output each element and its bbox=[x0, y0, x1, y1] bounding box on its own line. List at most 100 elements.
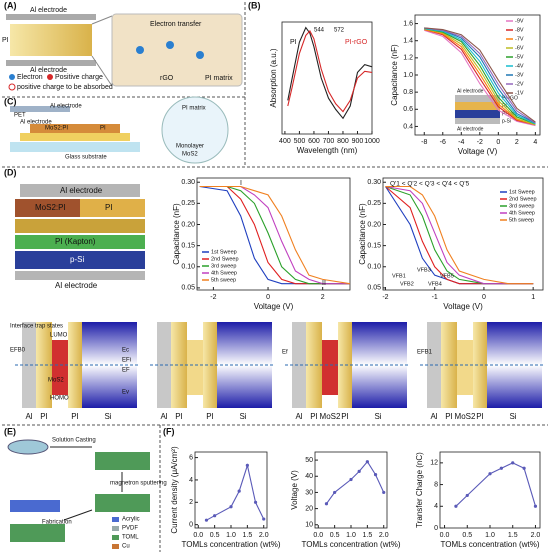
x-tick-label: 700 bbox=[323, 138, 335, 145]
label: Monolayer bbox=[176, 144, 204, 150]
data-point bbox=[465, 493, 469, 498]
label: II bbox=[322, 280, 326, 287]
x-tick-label: 1.5 bbox=[508, 532, 518, 539]
data-point bbox=[499, 466, 503, 470]
label: (C) bbox=[4, 96, 17, 106]
label: MoS2:PI bbox=[35, 203, 66, 212]
label: (E) bbox=[4, 426, 16, 436]
y-tick-label: 20 bbox=[305, 505, 313, 512]
legend-label: 2nd Sweep bbox=[211, 256, 239, 262]
y-tick-label: 12 bbox=[430, 460, 438, 467]
inset-art bbox=[455, 95, 500, 124]
y-axis-label: Absorption (a.u.) bbox=[269, 48, 278, 107]
label: Electron bbox=[17, 74, 43, 81]
x-tick-label: 0.0 bbox=[313, 532, 323, 539]
label: positive charge to be absorbed bbox=[17, 84, 113, 91]
legend-label: 1st Sweep bbox=[509, 189, 535, 195]
label: Q'1 < Q'2 < Q'3 < Q'4 < Q'5 bbox=[390, 181, 470, 188]
data-point bbox=[373, 473, 378, 477]
plot-frame bbox=[281, 21, 373, 135]
label: Glass substrate bbox=[65, 155, 107, 161]
series-line bbox=[424, 28, 536, 126]
y-axis-label: Capacitance (nF) bbox=[172, 203, 181, 265]
y-tick-label: 50 bbox=[305, 457, 313, 464]
label: VFB3 bbox=[417, 267, 431, 273]
legend-label: 2nd Sweep bbox=[509, 196, 537, 202]
y-tick-label: 40 bbox=[305, 473, 313, 480]
label: (B) bbox=[248, 0, 261, 10]
y-tick-label: 0.05 bbox=[181, 285, 195, 292]
pi-region bbox=[306, 322, 322, 408]
label: PI-rGO bbox=[345, 39, 368, 46]
data-point bbox=[237, 489, 241, 493]
x-tick-label: 1000 bbox=[364, 138, 380, 145]
label: Al electrode bbox=[55, 281, 98, 290]
label: LUMO bbox=[50, 333, 68, 339]
y-tick-label: 0 bbox=[434, 525, 438, 532]
data-point bbox=[454, 504, 458, 508]
y-tick-label: 0.6 bbox=[403, 106, 413, 113]
series-line bbox=[424, 29, 536, 126]
pi-region bbox=[36, 322, 52, 408]
panel-e-art bbox=[7, 439, 150, 549]
x-tick-label: 0.0 bbox=[440, 532, 450, 539]
data-point bbox=[488, 472, 492, 476]
label: Si bbox=[104, 412, 111, 421]
series-line bbox=[424, 27, 536, 124]
y-axis-label: Current density (μA/cm²) bbox=[170, 446, 179, 534]
x-tick-label: 400 bbox=[279, 138, 291, 145]
legend-label: 4th Sweep bbox=[211, 270, 237, 276]
label: (F) bbox=[163, 426, 175, 436]
x-tick-label: 4 bbox=[533, 139, 537, 146]
y-tick-label: 2 bbox=[189, 499, 193, 506]
y-tick-label: 0.25 bbox=[367, 200, 381, 207]
label: Al electrode bbox=[30, 7, 67, 14]
y-tick-label: 1.6 bbox=[403, 20, 413, 27]
x-tick-label: 2.0 bbox=[531, 532, 541, 539]
data-point bbox=[382, 490, 386, 495]
x-tick-label: 500 bbox=[294, 138, 306, 145]
label: magnetron sputtering bbox=[110, 481, 167, 487]
y-tick-label: 0.30 bbox=[367, 179, 381, 186]
mos2-region bbox=[322, 340, 338, 395]
label: PI bbox=[476, 412, 484, 421]
label: Al bbox=[295, 412, 302, 421]
x-axis-label: TOMLs concentration (wt%) bbox=[441, 540, 540, 549]
legend-label: -6V bbox=[515, 45, 524, 51]
y-axis-label: Capacitance (nF) bbox=[390, 44, 399, 106]
label: Si bbox=[374, 412, 381, 421]
x-tick-label: 1.0 bbox=[485, 532, 495, 539]
label: PI bbox=[40, 412, 48, 421]
al-region bbox=[292, 322, 306, 408]
x-tick-label: 0 bbox=[482, 294, 486, 301]
series-line bbox=[424, 28, 536, 125]
legend-label: -8V bbox=[515, 27, 524, 33]
label: VFB2 bbox=[400, 281, 414, 287]
data-point bbox=[349, 477, 353, 482]
y-tick-label: 0.20 bbox=[367, 221, 381, 228]
label: Ef bbox=[282, 350, 288, 356]
label: Al bbox=[160, 412, 167, 421]
label: PI (Kapton) bbox=[55, 237, 96, 246]
panel-d-stack-art bbox=[15, 184, 145, 280]
series-line bbox=[199, 185, 350, 285]
y-tick-label: 0.30 bbox=[181, 179, 195, 186]
legend-label: -3V bbox=[515, 72, 524, 78]
x-tick-label: 0.5 bbox=[330, 532, 340, 539]
data-point bbox=[253, 500, 258, 504]
x-axis-label: Voltage (V) bbox=[254, 302, 294, 311]
label: Ev bbox=[122, 390, 129, 396]
x-tick-label: -2 bbox=[382, 294, 388, 301]
x-tick-label: 2.0 bbox=[379, 532, 389, 539]
label: PI bbox=[105, 203, 113, 212]
x-tick-label: 2.0 bbox=[259, 532, 269, 539]
label: Al electrode bbox=[457, 126, 484, 132]
label: (A) bbox=[4, 0, 17, 10]
series-line bbox=[287, 30, 373, 113]
x-tick-label: -2 bbox=[210, 294, 216, 301]
series-line bbox=[385, 185, 534, 285]
y-tick-label: 0.20 bbox=[181, 221, 195, 228]
label: Al electrode bbox=[30, 67, 67, 74]
